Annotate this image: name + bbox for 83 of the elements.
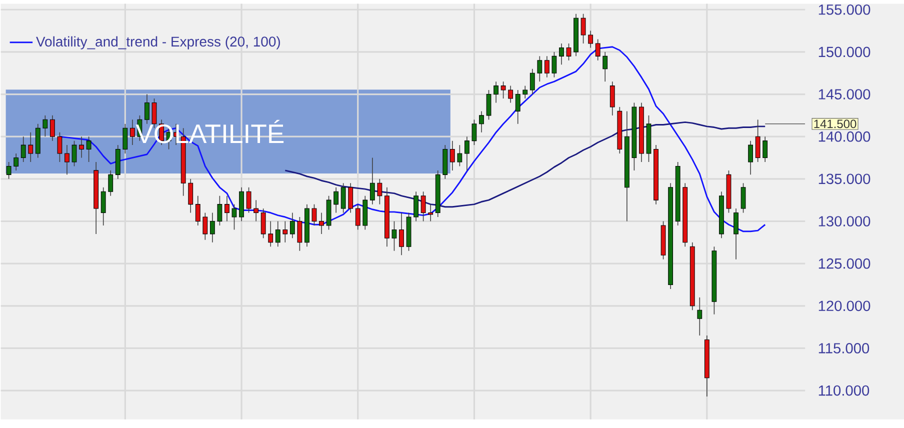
y-tick-label: 150.000 [818,46,870,57]
candlestick [130,119,135,146]
candlestick [762,136,768,162]
candlestick [734,208,738,260]
candlestick [428,204,434,222]
candlestick [260,208,266,238]
candlestick [740,182,746,213]
candlestick [50,114,55,141]
candlestick [290,212,295,238]
candlestick [522,85,528,99]
candlestick [552,51,557,78]
candlestick [246,186,252,213]
candlestick [610,80,615,116]
candlestick [72,140,77,166]
candlestick [28,132,34,162]
candlestick [340,182,346,213]
candlestick [697,296,702,336]
candlestick [602,51,608,82]
candlestick [530,68,535,94]
candlestick [319,212,324,234]
candlestick [588,30,594,48]
candlestick [57,132,62,162]
candlestick [188,178,194,213]
candlestick [6,161,12,180]
candlestick [355,204,360,230]
candlestick [42,114,48,137]
candlestick [595,38,600,61]
candlestick [508,85,514,103]
candlestick [494,80,498,103]
candlestick [486,89,492,120]
y-tick-label: 140.000 [818,131,870,142]
candlestick [79,136,84,158]
candlestick [64,144,70,175]
candlestick [464,136,470,171]
candlestick [392,220,397,252]
candlestick [195,195,200,226]
candlestick [275,220,280,247]
candlestick [500,80,506,99]
y-tick-label: 125.000 [818,258,870,269]
candlestick [224,195,230,222]
candlestick [348,182,354,213]
candlestick [297,216,302,252]
candlestick [537,56,542,82]
candlestick [86,136,92,162]
candlestick [559,42,564,65]
candlestick [14,152,19,171]
candlestick [232,204,237,230]
candlestick [202,212,208,240]
candlestick [122,123,128,154]
candlestick [210,212,215,243]
candlestick [457,144,462,166]
candlestick [580,13,586,44]
y-tick-label: 115.000 [818,342,870,354]
candlestick [450,140,455,171]
candlestick [755,119,760,162]
candlestick [399,212,404,256]
candlestick [370,157,375,204]
ref-line-label: 141.500 [814,119,856,128]
candlestick [748,140,754,175]
candlestick [479,110,484,133]
candlestick [312,204,317,226]
candlestick [414,190,418,222]
candlestick [282,220,288,243]
candlestick [108,170,114,196]
y-tick-label: 135.000 [818,174,870,184]
candlestick [377,178,382,204]
candlestick [217,195,222,226]
y-tick-label: 145.000 [818,88,870,100]
candlestick [268,220,274,247]
candlestick [515,89,520,124]
candlestick [420,190,426,222]
y-tick-label: 130.000 [818,216,870,226]
candlestick [544,56,550,78]
candlestick [334,186,338,213]
candlestick [20,136,26,162]
y-tick-label: 110.000 [818,385,870,396]
candlestick [472,119,477,146]
candlestick [254,199,259,222]
y-tick-label: 120.000 [818,300,870,311]
candlestick [566,42,572,61]
candlestick [100,186,106,226]
legend-label: Volatility_and_trend - Express (20, 100) [36,36,280,50]
y-tick-label: 155.000 [818,4,870,15]
